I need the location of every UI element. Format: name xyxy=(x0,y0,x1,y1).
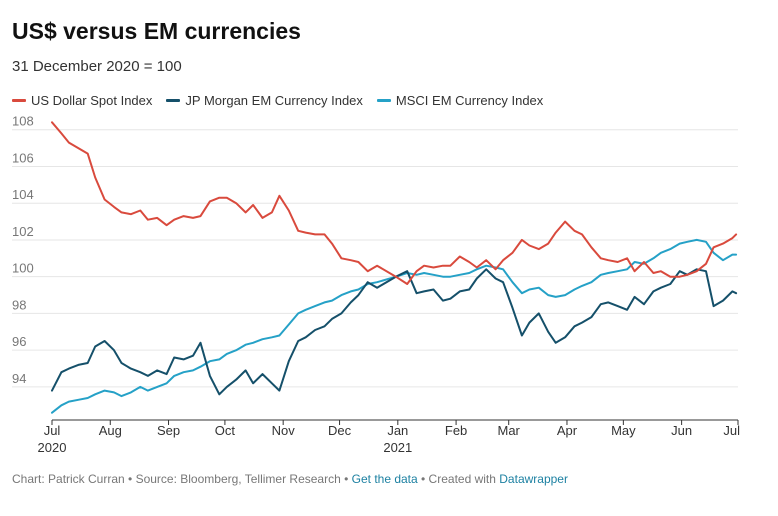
legend-swatch-msci xyxy=(376,99,391,102)
y-tick-label: 104 xyxy=(12,187,34,202)
legend-item-msci: MSCI EM Currency Index xyxy=(376,93,544,108)
x-tick-label: Aug xyxy=(99,423,122,438)
legend-label-msci: MSCI EM Currency Index xyxy=(395,93,544,108)
get-data-link[interactable]: Get the data xyxy=(351,472,418,486)
y-tick-label: 94 xyxy=(12,371,26,386)
x-tick-label: Feb xyxy=(445,423,467,438)
y-tick-label: 96 xyxy=(12,334,26,349)
x-tick-label: Jun xyxy=(671,423,692,438)
x-tick-label: Dec xyxy=(328,423,352,438)
y-tick-label: 100 xyxy=(12,261,34,276)
chart-footer: Chart: Patrick Curran • Source: Bloomber… xyxy=(12,472,568,486)
x-tick-label: Oct xyxy=(215,423,236,438)
x-tick-year-label: 2020 xyxy=(38,440,67,455)
legend-label-usd: US Dollar Spot Index xyxy=(31,93,153,108)
chart-title: US$ versus EM currencies xyxy=(12,18,301,44)
x-tick-label: Jul xyxy=(723,423,740,438)
x-tick-year-label: 2021 xyxy=(383,440,412,455)
footer-credit: Chart: Patrick Curran • Source: Bloomber… xyxy=(12,472,352,486)
y-tick-label: 98 xyxy=(12,297,26,312)
legend-item-jpm: JP Morgan EM Currency Index xyxy=(166,93,363,108)
chart-legend: US Dollar Spot Index JP Morgan EM Curren… xyxy=(12,93,543,108)
chart-subtitle: 31 December 2020 = 100 xyxy=(12,58,182,75)
x-tick-label: Mar xyxy=(498,423,521,438)
usd-line xyxy=(51,121,738,285)
footer-created: • Created with xyxy=(417,472,500,486)
x-tick-label: May xyxy=(611,423,636,438)
x-tick-label: Sep xyxy=(157,423,180,438)
y-tick-label: 108 xyxy=(12,114,34,129)
y-tick-label: 102 xyxy=(12,224,34,239)
legend-label-jpm: JP Morgan EM Currency Index xyxy=(185,93,363,108)
y-tick-label: 106 xyxy=(12,150,34,165)
legend-item-usd: US Dollar Spot Index xyxy=(12,93,152,108)
jpm-em-line xyxy=(51,268,738,396)
legend-swatch-jpm xyxy=(166,99,181,102)
legend-swatch-usd xyxy=(12,99,26,102)
x-tick-label: Jan xyxy=(387,423,408,438)
x-tick-label: Apr xyxy=(557,423,578,438)
datawrapper-link[interactable]: Datawrapper xyxy=(499,472,568,486)
x-tick-label: Jul xyxy=(44,423,61,438)
x-tick-label: Nov xyxy=(272,423,296,438)
